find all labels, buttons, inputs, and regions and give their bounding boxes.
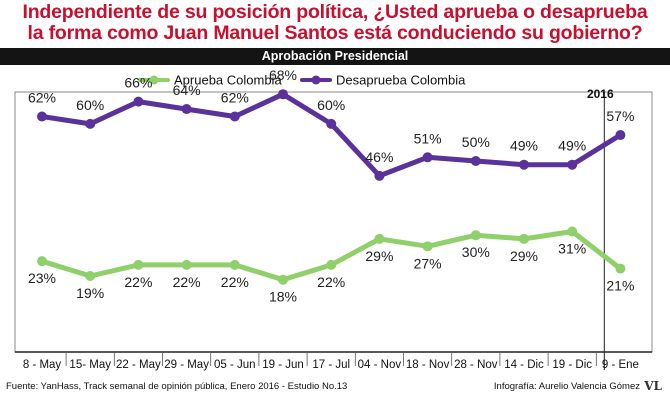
data-label: 29% <box>510 248 538 264</box>
x-tick-label: 28 - Nov <box>454 359 498 371</box>
data-point <box>374 170 385 181</box>
data-point <box>37 111 47 122</box>
data-point <box>470 156 481 166</box>
data-label: 62% <box>221 89 249 105</box>
data-point <box>181 259 192 270</box>
legend-label: Desaprueba Colombia <box>336 73 466 88</box>
credit-note: Infografía: Aurelio Valencia Gómez <box>493 381 640 392</box>
data-point <box>567 226 578 237</box>
data-label: 49% <box>510 138 538 154</box>
x-tick-label: 22 - May <box>116 359 161 371</box>
data-label: 46% <box>365 149 393 165</box>
data-point <box>85 271 96 282</box>
data-point <box>567 159 578 170</box>
data-label: 22% <box>124 274 152 290</box>
data-point <box>85 118 96 129</box>
x-tick-label: 05 - Jun <box>214 359 256 371</box>
author-logo: VL <box>644 379 662 393</box>
data-point <box>229 111 240 122</box>
data-label: 49% <box>558 138 586 154</box>
x-tick-label: 8 - May <box>23 359 62 371</box>
data-label: 21% <box>606 278 634 294</box>
x-tick-label: 19 - Jun <box>262 359 304 371</box>
data-label: 60% <box>76 97 104 113</box>
year-label: 2016 <box>587 87 614 101</box>
data-label: 66% <box>124 75 152 91</box>
plot-frame <box>14 91 653 353</box>
data-label: 29% <box>365 248 393 264</box>
data-point <box>133 96 144 107</box>
data-point <box>374 233 385 244</box>
data-label: 18% <box>269 289 297 305</box>
data-label: 51% <box>414 130 442 146</box>
data-label: 31% <box>558 240 586 256</box>
title-line-2: la forma como Juan Manuel Santos está co… <box>27 22 643 44</box>
data-point <box>422 241 433 252</box>
x-tick-label: 17 - Jul <box>312 359 350 371</box>
data-label: 30% <box>462 244 490 260</box>
data-point <box>229 259 240 270</box>
title-line-1: Independiente de su posición política, ¿… <box>22 1 648 23</box>
legend-marker <box>311 75 321 85</box>
data-point <box>470 230 481 241</box>
data-label: 57% <box>606 108 634 124</box>
legend-label: Aprueba Colombia <box>174 73 282 88</box>
x-tick-label: 19 - Dic <box>552 359 592 371</box>
data-point <box>326 118 337 129</box>
data-point <box>133 259 144 270</box>
data-point <box>615 263 626 274</box>
data-point <box>278 274 288 285</box>
x-tick-label: 14 - Dic <box>504 359 544 371</box>
x-tick-label: 04 - Nov <box>358 359 402 371</box>
data-label: 62% <box>28 89 56 105</box>
data-point <box>37 256 47 267</box>
data-point <box>278 89 288 100</box>
data-point <box>181 104 192 115</box>
legend-marker <box>149 75 159 85</box>
x-tick-label: 18 - Nov <box>406 359 450 371</box>
data-label: 64% <box>173 82 201 98</box>
data-label: 50% <box>462 134 490 150</box>
data-label: 22% <box>221 274 249 290</box>
data-point <box>326 259 337 270</box>
data-label: 60% <box>317 97 345 113</box>
data-label: 22% <box>173 274 201 290</box>
x-tick-label: 9 - Ene <box>602 359 639 371</box>
data-label: 27% <box>414 255 442 271</box>
data-label: 68% <box>269 67 297 83</box>
data-point <box>519 233 529 244</box>
chart-subtitle: Aprobación Presidencial <box>0 48 670 65</box>
data-label: 22% <box>317 274 345 290</box>
source-note: Fuente: YanHass, Track semanal de opinió… <box>6 381 348 392</box>
data-point <box>615 130 626 141</box>
data-label: 23% <box>28 270 56 286</box>
data-point <box>519 159 529 170</box>
data-point <box>422 152 433 163</box>
data-label: 19% <box>76 285 104 301</box>
x-tick-label: 29 - May <box>164 359 209 371</box>
x-tick-label: 15- May <box>69 359 111 371</box>
